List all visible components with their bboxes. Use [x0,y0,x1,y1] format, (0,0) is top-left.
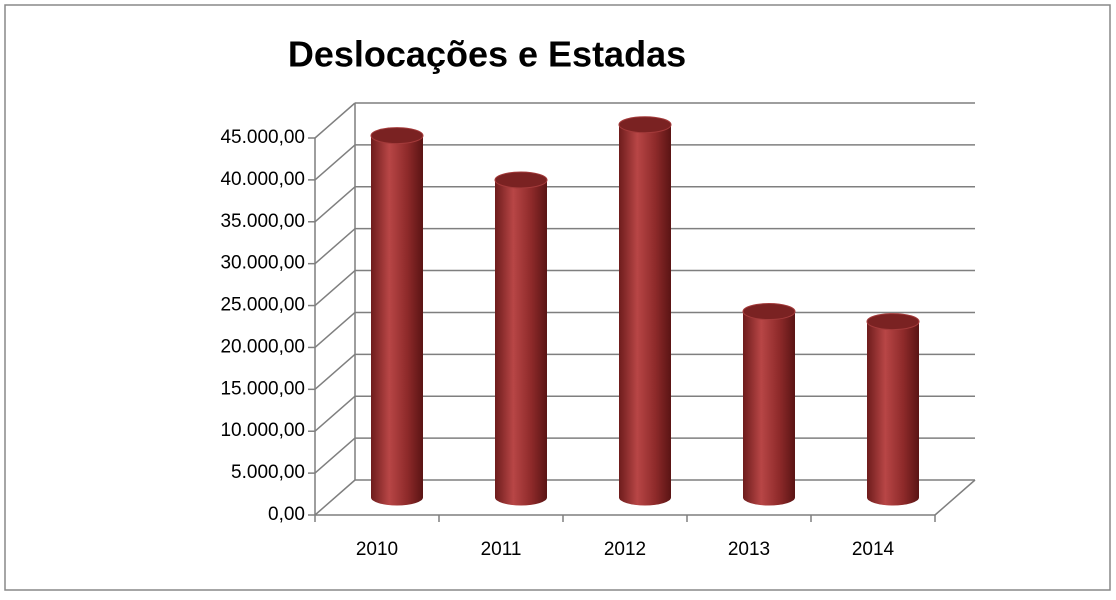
grid-line-side [314,479,356,516]
bar-top [866,313,920,331]
grid-line-side [314,311,356,349]
y-tick-label: 30.000,00 [220,253,305,274]
bar-body [619,124,671,506]
bar-body [867,321,919,506]
grid-line-side [314,437,356,474]
grid-line-side [314,186,356,223]
y-tick-label: 35.000,00 [220,211,305,232]
chart-title: Deslocações e Estadas [288,34,686,75]
y-tick-label: 40.000,00 [220,169,305,190]
x-tick-label: 2011 [481,539,522,560]
bar [618,116,672,506]
bar [494,171,548,506]
floor-right [934,479,976,516]
x-tick-label: 2010 [356,539,398,560]
bar-top [618,116,672,134]
y-tick-label: 10.000,00 [220,420,305,441]
y-tick-label: 15.000,00 [220,378,305,399]
y-tick-label: 0,00 [268,504,305,525]
bar-body [495,179,547,506]
y-tick-label: 5.000,00 [231,462,305,483]
chart-border [4,4,1111,591]
bar [866,313,920,506]
grid-line-side [314,144,356,181]
y-tick-label: 45.000,00 [220,127,305,148]
grid-line-side [314,102,356,139]
bar-top [494,171,548,189]
grid-line-side [314,269,356,307]
bar [742,303,796,506]
bar-top [742,303,796,321]
grid-line-side [314,395,356,432]
bar-body [743,311,795,506]
y-tick-label: 25.000,00 [220,295,305,316]
y-tick-label: 20.000,00 [220,336,305,357]
bar-body [371,135,423,506]
bar [370,127,424,506]
grid-line-side [314,353,356,390]
x-tick-label: 2012 [604,539,646,560]
x-tick-label: 2014 [852,539,895,560]
x-tick-label: 2013 [728,539,770,560]
bar-top [370,127,424,145]
grid-line-side [314,228,356,265]
